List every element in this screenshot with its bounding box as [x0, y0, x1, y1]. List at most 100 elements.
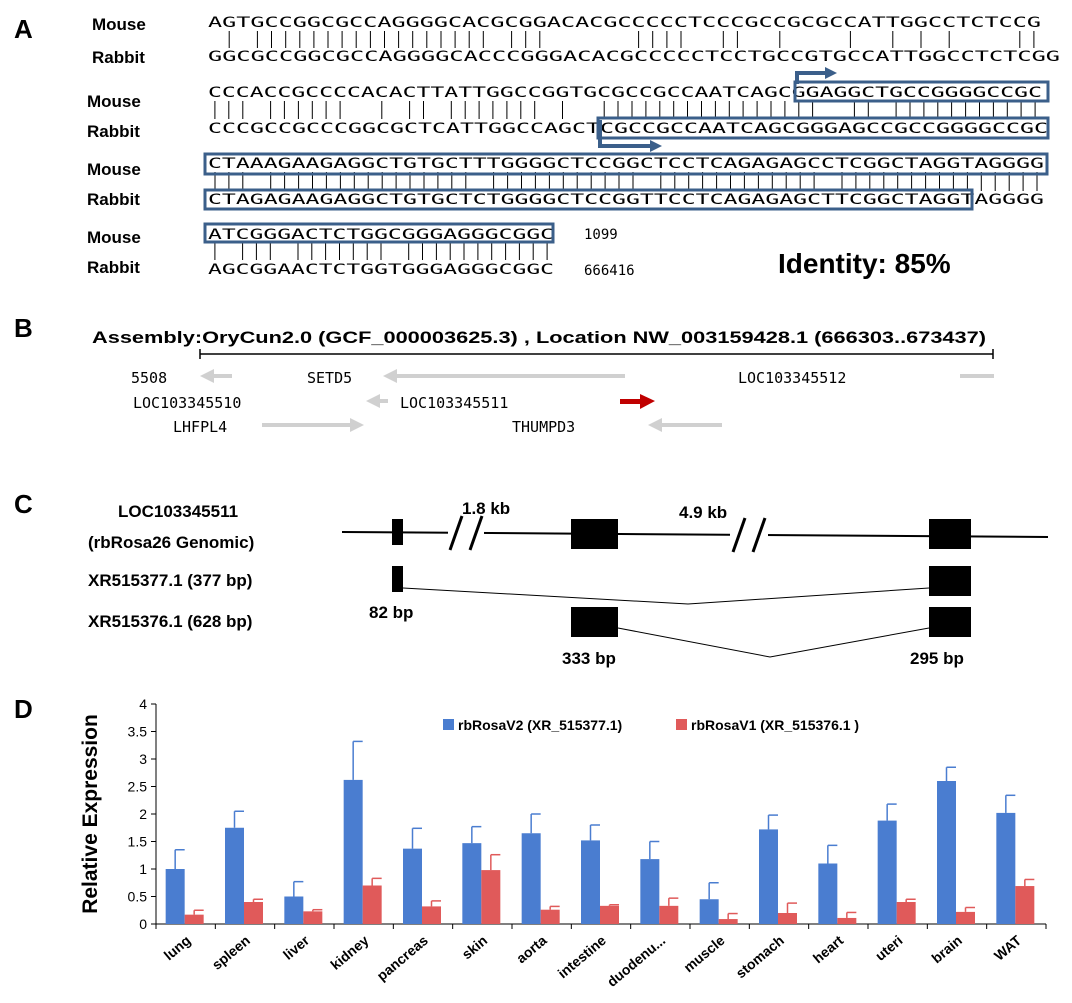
- sequence-mouse: AGTGCCGGCGCCAGGGGCACGCGGACACGCCCCCTCCCGC…: [208, 15, 1041, 31]
- end-position: 1099: [584, 227, 618, 243]
- gene-model-label: (rbRosa26 Genomic): [88, 533, 254, 552]
- gap-label: 1.8 kb: [462, 499, 510, 518]
- sequence-rabbit: CTAGAGAAGAGGCTGTGCTCTGGGGCTCCGGTTCCTCAGA…: [208, 192, 1044, 208]
- species-label: Rabbit: [87, 190, 140, 209]
- y-tick-label: 2: [139, 806, 147, 822]
- bar: [540, 909, 560, 924]
- x-tick-label: WAT: [991, 932, 1025, 964]
- gene-label: SETD5: [307, 369, 352, 387]
- species-label: Mouse: [87, 228, 141, 247]
- bar: [877, 820, 897, 924]
- sequence-mouse: CCCACCGCCCCACACTTATTGGCCGGTGCGCCGCCAATCA…: [208, 85, 1042, 101]
- species-label: Rabbit: [92, 48, 145, 67]
- bar: [184, 914, 204, 924]
- arrow-left-icon: [383, 369, 625, 383]
- bar: [600, 905, 619, 924]
- panel-a-letter: A: [14, 14, 33, 44]
- start-arrow-icon: [795, 67, 837, 84]
- bar: [284, 896, 304, 924]
- x-tick-label: duodenu...: [604, 932, 668, 990]
- exon: [392, 519, 403, 545]
- bar: [244, 902, 263, 924]
- bar: [937, 781, 956, 924]
- exon-size-label: 295 bp: [910, 649, 964, 668]
- x-tick-label: lung: [161, 932, 194, 963]
- panel-c: C LOC103345511 (rbRosa26 Genomic) XR5153…: [14, 489, 1049, 668]
- bar: [956, 911, 975, 924]
- x-tick-label: liver: [280, 932, 313, 963]
- bar: [462, 843, 482, 924]
- bar: [718, 919, 738, 924]
- bar: [778, 913, 797, 924]
- intron-connector: [617, 627, 930, 658]
- intron-connector: [402, 587, 930, 605]
- axis-break-icon: [731, 517, 767, 553]
- y-tick-label: 1: [139, 861, 147, 877]
- bar: [1015, 886, 1035, 924]
- sequence-highlight-box: [203, 188, 974, 211]
- x-tick-label: spleen: [209, 932, 253, 973]
- species-label: Mouse: [92, 15, 146, 34]
- arrow-left-icon: [648, 418, 722, 432]
- exon: [571, 519, 618, 549]
- bar: [837, 917, 857, 924]
- bar: [996, 812, 1016, 924]
- alignment-match-ticks: [214, 243, 548, 260]
- x-tick-label: intestine: [555, 932, 610, 981]
- panel-c-letter: C: [14, 489, 33, 519]
- axis-break-icon: [448, 515, 484, 551]
- x-tick-label: skin: [459, 932, 491, 962]
- gene-segment: [960, 374, 994, 378]
- bar: [521, 833, 541, 924]
- gap-label: 4.9 kb: [679, 503, 727, 522]
- sequence-rabbit: GGCGCCGGCGCCAGGGGCACCCGGGACACGCCCCCTCCTG…: [208, 49, 1060, 65]
- bar: [422, 906, 441, 924]
- x-tick-label: uteri: [872, 932, 906, 964]
- arrow-right-icon: [620, 394, 655, 409]
- gene-track: 5508 SETD5 LOC103345512 LOC103345510 LOC…: [131, 369, 994, 436]
- bar-chart: 0 0.5 1 1.5 2 2.5 3 3.5 4 lung spleen liver kidney pa…: [128, 696, 1047, 990]
- x-tick-label: muscle: [680, 932, 727, 975]
- legend-swatch: [443, 719, 454, 730]
- sequence-rabbit: CCCGCCGCCCGGCGCTCATTGGCCAGCTCGCCGCCAATCA…: [208, 121, 1048, 137]
- x-tick-label: kidney: [327, 932, 371, 973]
- gene-label: LOC103345511: [400, 394, 508, 412]
- legend-swatch: [676, 719, 687, 730]
- bar: [896, 902, 916, 924]
- species-label: Rabbit: [87, 122, 140, 141]
- alignment-match-ticks: [214, 172, 1038, 191]
- x-tick-label: aorta: [513, 932, 550, 966]
- exon: [929, 607, 971, 637]
- gene-label: THUMPD3: [512, 418, 575, 436]
- exon: [571, 607, 618, 637]
- sequence-highlight-box: [203, 152, 1049, 176]
- bar: [303, 911, 323, 924]
- sequence-rabbit: AGCGGAACTCTGGTGGGAGGGCGGC: [208, 262, 554, 278]
- bar: [818, 863, 838, 924]
- x-tick-label: brain: [928, 932, 965, 966]
- arrow-left-icon: [200, 369, 232, 383]
- y-tick-label: 0.5: [128, 889, 148, 905]
- transcript-label: XR515376.1 (628 bp): [88, 612, 252, 631]
- y-tick-label: 3: [139, 751, 147, 767]
- exon: [929, 566, 971, 596]
- identity-label: Identity: 85%: [778, 248, 951, 279]
- bar: [165, 869, 185, 924]
- end-position: 666416: [584, 263, 635, 279]
- panel-b: B Assembly:OryCun2.0 (GCF_000003625.3) ,…: [14, 313, 994, 436]
- bar: [659, 905, 679, 924]
- sequence-highlight-box: [203, 222, 555, 244]
- bar: [343, 779, 363, 924]
- bar: [759, 829, 778, 924]
- gene-label: LHFPL4: [173, 418, 227, 436]
- gene-label: 5508: [131, 369, 167, 387]
- start-arrow-icon: [598, 120, 662, 152]
- x-tick-label: pancreas: [374, 932, 432, 984]
- sequence-highlight-box: [793, 80, 1050, 103]
- gene-label: LOC103345510: [133, 394, 241, 412]
- bar: [225, 827, 244, 924]
- panel-d-letter: D: [14, 694, 33, 724]
- assembly-location: Assembly:OryCun2.0 (GCF_000003625.3) , L…: [92, 328, 986, 347]
- sequence-mouse: ATCGGGACTCTGGCGGGAGGGCGGC: [208, 227, 554, 243]
